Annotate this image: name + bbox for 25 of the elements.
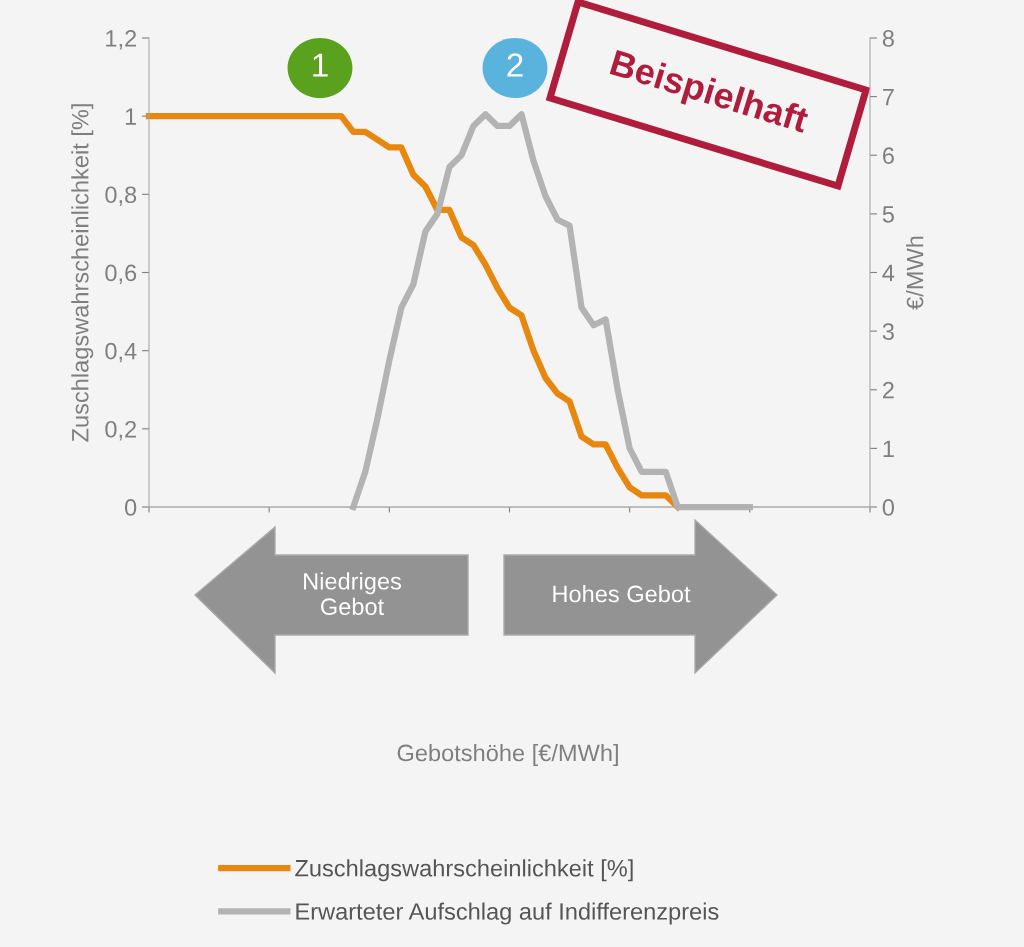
y-tick-label: 1,2 (106, 30, 137, 50)
y-tick-label: 0,6 (105, 264, 137, 285)
y2-tick-label: 8 (882, 30, 894, 47)
y2-tick-label: 3 (882, 323, 894, 340)
y-tick-label: 0,2 (105, 420, 137, 441)
annotation: 1 (313, 53, 328, 77)
text: Niedriges Gebot (304, 572, 402, 616)
legend-label: Erwarteter Aufschlag auf Indifferenzpreis (296, 902, 719, 925)
y2-tick-label: 5 (882, 206, 894, 223)
legend-label: Zuschlagswahrscheinlichkeit [%] (295, 859, 633, 882)
y2-tick-label: 6 (883, 147, 894, 165)
y-tick-label: 0,8 (105, 186, 137, 206)
annotation: 2 (507, 53, 523, 77)
text: Gebotshöhe [€/MWh] (397, 743, 618, 767)
y-tick-label: 1 (125, 108, 137, 125)
y2-tick-label: 1 (883, 440, 894, 457)
y-axis-title: Zuschlagswahrscheinlichkeit [%] (71, 104, 94, 442)
y2-tick-label: 7 (883, 88, 894, 106)
y-tick-label: 0 (124, 499, 137, 516)
y2-tick-label: 2 (882, 381, 894, 399)
y2-tick-label: 4 (882, 264, 895, 282)
y2-axis-title: €/MWh (906, 236, 924, 310)
text: Hohes Gebot (553, 584, 691, 603)
y-tick-label: 0,4 (105, 342, 137, 363)
y2-tick-label: 0 (882, 499, 895, 516)
